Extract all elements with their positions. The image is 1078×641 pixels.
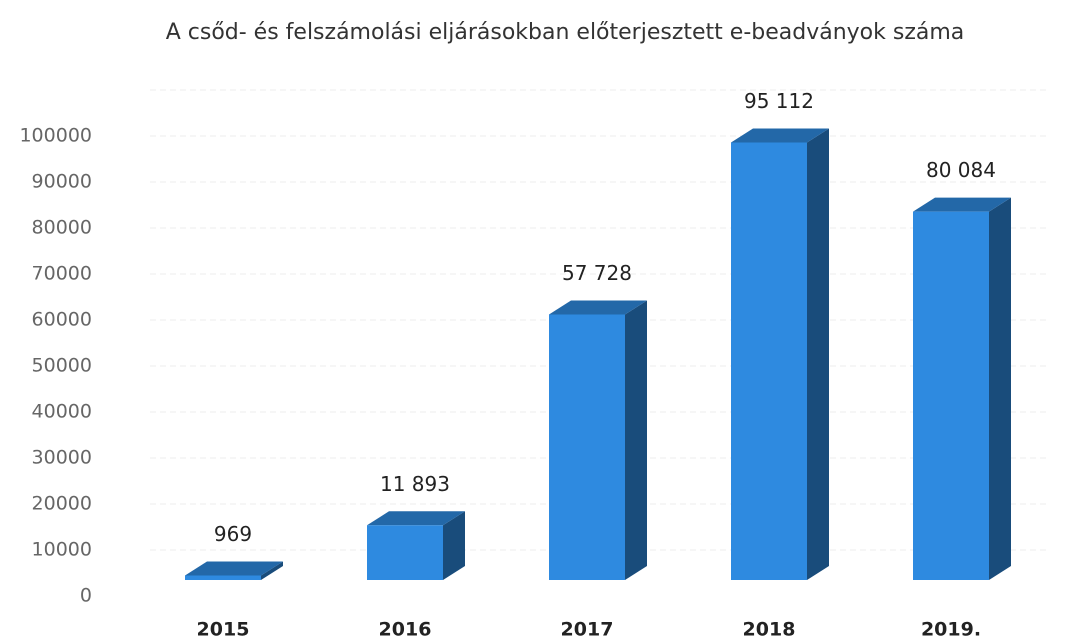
data-label: 57 728 <box>562 261 632 285</box>
y-tick-label: 30000 <box>32 447 92 469</box>
data-label: 95 112 <box>744 89 814 113</box>
y-tick-label: 80000 <box>32 217 92 239</box>
data-label: 11 893 <box>380 472 450 496</box>
bar-front <box>367 525 443 580</box>
chart-title: A csőd- és felszámolási eljárásokban elő… <box>166 20 965 45</box>
y-tick-label: 40000 <box>32 401 92 423</box>
bar <box>731 128 829 580</box>
bar-top <box>731 128 829 143</box>
y-tick-label: 0 <box>80 585 92 607</box>
bar-side <box>443 511 465 580</box>
bar-front <box>731 142 807 580</box>
bar-top <box>549 300 647 315</box>
bar-side <box>807 128 829 580</box>
y-tick-label: 60000 <box>32 309 92 331</box>
y-tick-label: 70000 <box>32 263 92 285</box>
x-tick-label: 2018 <box>743 619 796 641</box>
x-tick-label: 2015 <box>197 619 250 641</box>
bar-side <box>261 561 283 580</box>
bar-side <box>989 197 1011 581</box>
bar-top <box>367 511 465 526</box>
bar-front <box>185 575 261 580</box>
bar-side <box>625 300 647 580</box>
bar <box>913 197 1011 581</box>
bar-top <box>913 197 1011 212</box>
bar <box>367 511 465 580</box>
x-tick-label: 2016 <box>379 619 432 641</box>
y-tick-label: 20000 <box>32 493 92 515</box>
y-tick-label: 100000 <box>19 125 92 147</box>
data-label: 969 <box>214 522 252 546</box>
bar <box>185 561 283 580</box>
x-tick-label: 2019. <box>921 619 981 641</box>
y-tick-label: 90000 <box>32 171 92 193</box>
y-tick-label: 10000 <box>32 539 92 561</box>
x-tick-label: 2017 <box>561 619 614 641</box>
bar-front <box>549 314 625 580</box>
bar-front <box>913 211 989 581</box>
data-label: 80 084 <box>926 158 996 182</box>
bar-top <box>185 561 283 576</box>
y-tick-label: 50000 <box>32 355 92 377</box>
bar <box>549 300 647 580</box>
